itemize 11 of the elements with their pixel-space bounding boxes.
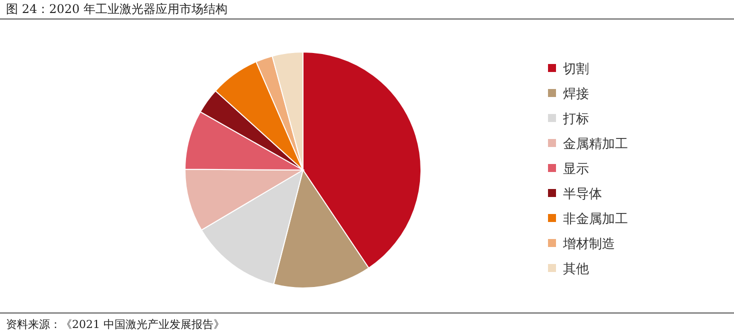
legend-label: 半导体 (563, 187, 602, 202)
chart-title: 图 24：2020 年工业激光器应用市场结构 (6, 2, 228, 16)
legend-label: 切割 (563, 62, 589, 77)
text: 资料来源：《2021 中国激光产业发展报告》 (6, 318, 224, 331)
legend-label: 显示 (563, 162, 589, 177)
legend-label: 增材制造 (562, 237, 615, 252)
legend-label: 焊接 (563, 87, 589, 102)
legend-label: 金属精加工 (563, 137, 628, 152)
legend-label: 打标 (562, 112, 589, 127)
legend-label: 其他 (563, 262, 589, 277)
legend-label: 非金属加工 (563, 212, 628, 227)
